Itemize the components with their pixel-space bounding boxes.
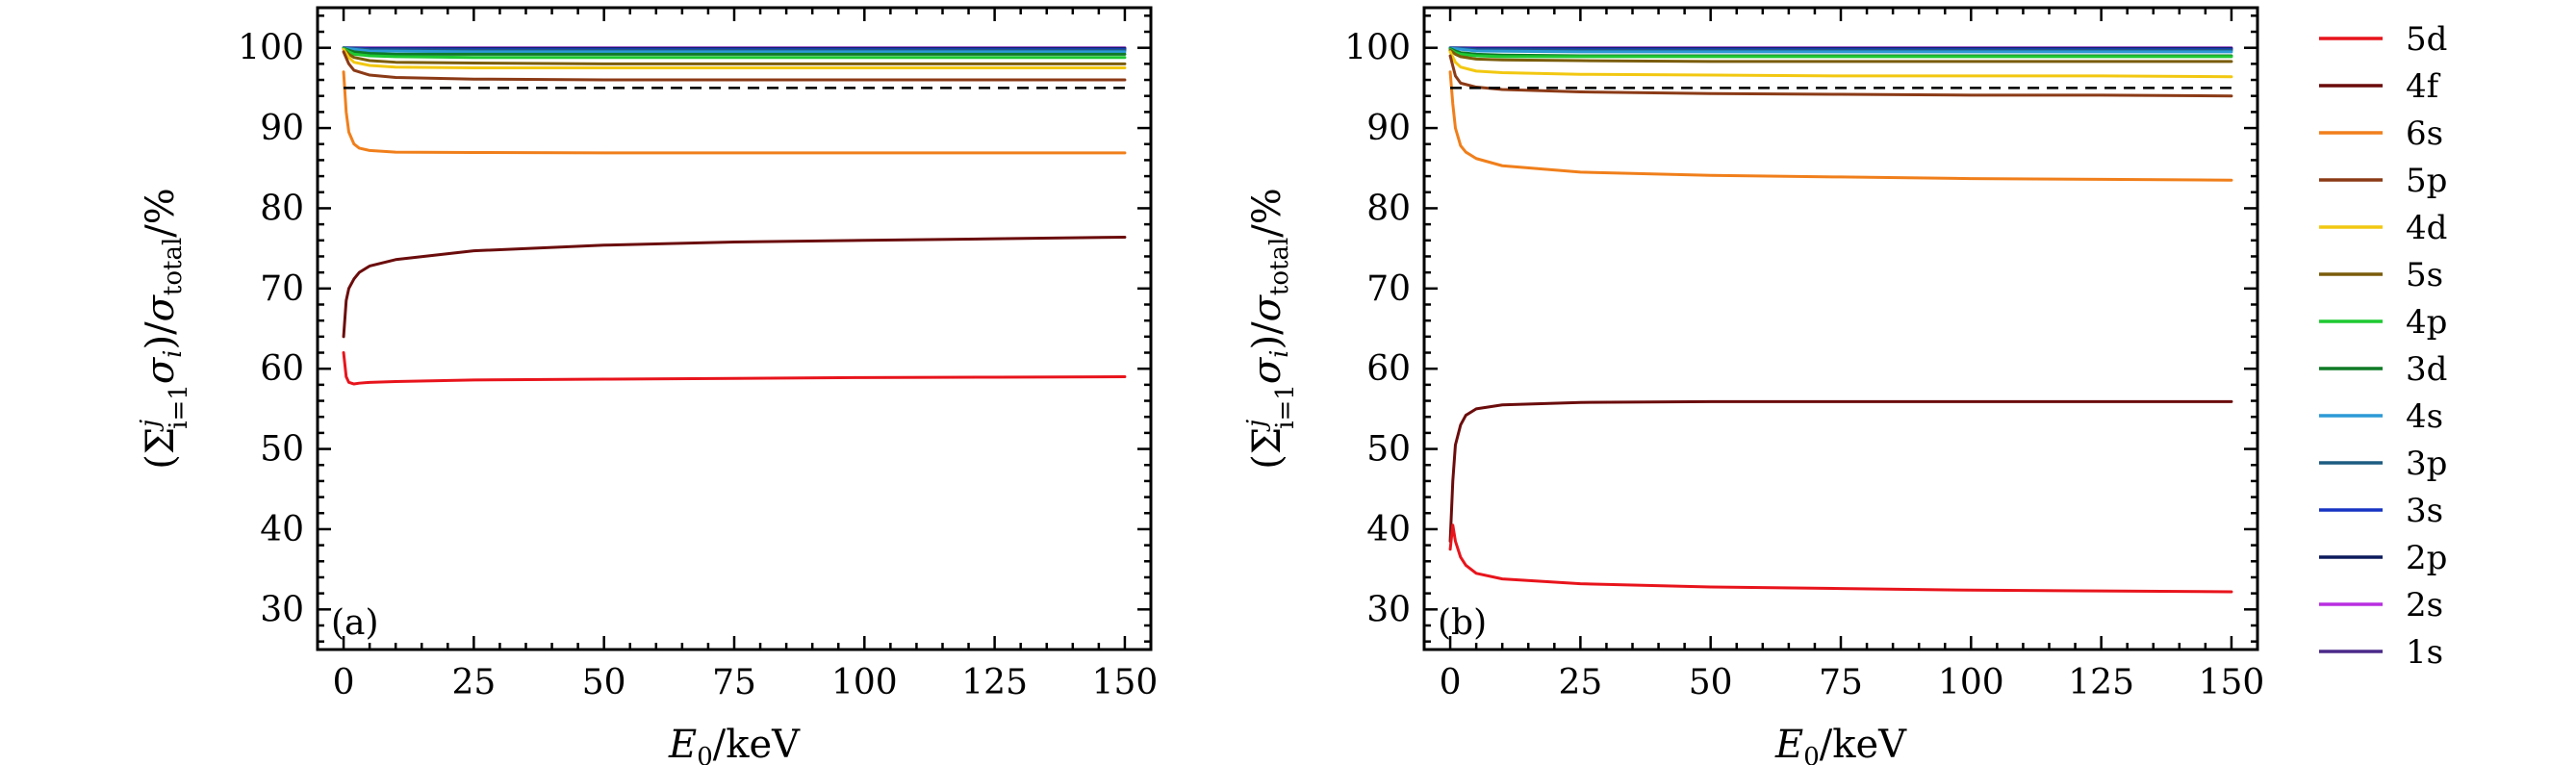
x-tick-label-150-a: 150 bbox=[1092, 663, 1159, 702]
x-tick-label-75-b: 75 bbox=[1819, 663, 1863, 702]
panel-b: 0 25 50 75 100 125 150 30 40 50 60 70 80 90 100 (b) E0/k… bbox=[1242, 6, 2265, 765]
series-line-4f-b bbox=[1448, 399, 2233, 543]
y-tick-label-100-a: 100 bbox=[238, 29, 304, 68]
y-axis-label-b: (Σji=1σi)/σtotal/% bbox=[1242, 188, 1300, 470]
x-axis-label-b: E0/keV bbox=[1774, 723, 1907, 765]
x-tick-label-125-a: 125 bbox=[961, 663, 1028, 702]
y-tick-label-30-b: 30 bbox=[1366, 590, 1411, 629]
x-tick-label-100-b: 100 bbox=[1938, 663, 2004, 702]
series-line-5s-a bbox=[342, 47, 1127, 65]
series-line-6s-a bbox=[342, 70, 1127, 155]
series-line-3d-a bbox=[342, 46, 1127, 56]
x-tick-label-75-a: 75 bbox=[712, 663, 756, 702]
legend-label-5d: 5d bbox=[2406, 20, 2447, 59]
legend-label-3d: 3d bbox=[2406, 350, 2447, 389]
legend-label-5p: 5p bbox=[2406, 162, 2447, 200]
x-tick-label-125-b: 125 bbox=[2068, 663, 2134, 702]
y-tick-label-30-a: 30 bbox=[260, 590, 304, 629]
series-line-4f-a bbox=[342, 235, 1127, 339]
series-line-4s-a bbox=[342, 46, 1127, 54]
y-tick-label-90-b: 90 bbox=[1366, 109, 1411, 148]
x-tick-label-150-b: 150 bbox=[2199, 663, 2265, 702]
legend-label-6s: 6s bbox=[2406, 115, 2443, 153]
series-line-4d-a bbox=[342, 47, 1127, 70]
legend-label-4f: 4f bbox=[2406, 67, 2441, 106]
series-line-4s-b bbox=[1448, 46, 2233, 54]
legend: 5d 4f 6s 5p 4d 5s 4p 3d 4s 3p 3s 2p 2s 1s bbox=[2319, 20, 2447, 672]
y-tick-label-40-b: 40 bbox=[1366, 510, 1411, 549]
y-tick-label-50-a: 50 bbox=[260, 430, 304, 470]
x-tick-label-0-a: 0 bbox=[333, 663, 355, 702]
y-tick-label-70-a: 70 bbox=[260, 269, 304, 309]
y-tick-label-70-b: 70 bbox=[1366, 269, 1411, 309]
y-tick-label-60-b: 60 bbox=[1366, 349, 1411, 389]
series-line-4p-a bbox=[342, 47, 1127, 60]
x-tick-label-25-b: 25 bbox=[1558, 663, 1602, 702]
legend-label-2p: 2p bbox=[2406, 539, 2447, 577]
series-line-4d-b bbox=[1448, 50, 2233, 79]
legend-label-3p: 3p bbox=[2406, 445, 2447, 483]
y-tick-label-40-a: 40 bbox=[260, 510, 304, 549]
y-tick-label-100-b: 100 bbox=[1344, 29, 1411, 68]
plot-frame-b bbox=[1422, 6, 2259, 651]
panel-a: 0 25 50 75 100 125 150 30 40 50 60 70 80 90 100 (a) E0/k… bbox=[136, 6, 1159, 765]
y-tick-label-50-b: 50 bbox=[1366, 430, 1411, 470]
series-line-5d-b bbox=[1448, 523, 2233, 594]
y-tick-label-60-a: 60 bbox=[260, 349, 304, 389]
series-line-5p-b bbox=[1448, 54, 2233, 98]
series-group-a bbox=[342, 46, 1127, 386]
series-line-6s-b bbox=[1448, 70, 2233, 182]
y-tick-label-90-a: 90 bbox=[260, 109, 304, 148]
plot-frame-a bbox=[316, 6, 1153, 651]
panel-label-b: (b) bbox=[1438, 603, 1487, 643]
series-line-5p-a bbox=[342, 50, 1127, 82]
x-tick-label-25-a: 25 bbox=[451, 663, 496, 702]
y-tick-label-80-a: 80 bbox=[260, 189, 304, 228]
x-tick-label-0-b: 0 bbox=[1440, 663, 1462, 702]
legend-label-4s: 4s bbox=[2406, 397, 2443, 436]
x-axis-label-a: E0/keV bbox=[668, 723, 801, 765]
legend-label-2s: 2s bbox=[2406, 586, 2443, 625]
legend-label-3s: 3s bbox=[2406, 492, 2443, 530]
legend-label-4d: 4d bbox=[2406, 209, 2447, 247]
legend-label-1s: 1s bbox=[2406, 633, 2443, 672]
y-tick-label-80-b: 80 bbox=[1366, 189, 1411, 228]
panel-label-a: (a) bbox=[331, 603, 379, 643]
series-group-b bbox=[1448, 46, 2233, 594]
series-line-4p-b bbox=[1448, 47, 2233, 59]
x-tick-label-50-a: 50 bbox=[582, 663, 626, 702]
y-axis-label-a: (Σji=1σi)/σtotal/% bbox=[136, 188, 193, 470]
legend-label-4p: 4p bbox=[2406, 303, 2447, 342]
series-line-5s-b bbox=[1448, 48, 2233, 64]
series-line-5d-a bbox=[342, 351, 1127, 386]
x-tick-label-50-b: 50 bbox=[1689, 663, 1733, 702]
x-tick-label-100-a: 100 bbox=[831, 663, 898, 702]
legend-label-5s: 5s bbox=[2406, 256, 2443, 294]
